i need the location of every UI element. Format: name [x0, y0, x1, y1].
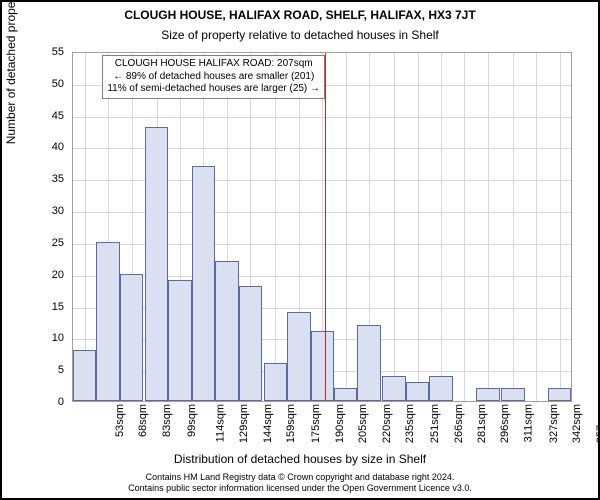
y-tick-label: 40 — [34, 141, 64, 153]
histogram-bar — [501, 388, 524, 401]
x-tick-label: 296sqm — [500, 404, 512, 443]
histogram-bar — [357, 325, 380, 401]
histogram-bar — [192, 166, 215, 401]
histogram-bar — [145, 127, 168, 401]
x-axis-label: Distribution of detached houses by size … — [2, 452, 598, 466]
x-tick-label: 251sqm — [429, 404, 441, 443]
histogram-bar — [382, 376, 405, 401]
y-tick-label: 0 — [34, 396, 64, 408]
gridline-v — [275, 53, 276, 401]
y-tick-label: 5 — [34, 364, 64, 376]
gridline-v — [418, 53, 419, 401]
y-tick-label: 15 — [34, 301, 64, 313]
annotation-line: 11% of semi-detached houses are larger (… — [107, 83, 320, 96]
gridline-v — [560, 53, 561, 401]
reference-line — [325, 53, 326, 401]
gridline-v — [464, 53, 465, 401]
x-tick-label: 235sqm — [404, 404, 416, 443]
x-tick-label: 53sqm — [114, 404, 126, 437]
gridline-v — [441, 53, 442, 401]
gridline-v — [346, 53, 347, 401]
histogram-bar — [264, 363, 287, 401]
x-tick-label: 311sqm — [522, 404, 534, 442]
histogram-bar — [334, 388, 357, 401]
y-tick-label: 20 — [34, 269, 64, 281]
x-tick-label: 281sqm — [476, 404, 488, 443]
gridline-v — [394, 53, 395, 401]
x-tick-label: 99sqm — [186, 404, 198, 437]
footer-line-1: Contains HM Land Registry data © Crown c… — [2, 472, 598, 483]
histogram-bar — [239, 286, 262, 401]
footer-line-2: Contains public sector information licen… — [2, 483, 598, 494]
histogram-bar — [120, 274, 143, 401]
y-tick-label: 25 — [34, 237, 64, 249]
chart-container: CLOUGH HOUSE, HALIFAX ROAD, SHELF, HALIF… — [0, 0, 600, 500]
x-tick-label: 190sqm — [334, 404, 346, 443]
y-tick-label: 45 — [34, 110, 64, 122]
histogram-bar — [429, 376, 452, 401]
x-tick-label: 68sqm — [137, 404, 149, 437]
y-tick-label: 50 — [34, 78, 64, 90]
chart-title: CLOUGH HOUSE, HALIFAX ROAD, SHELF, HALIF… — [2, 8, 598, 22]
histogram-bar — [96, 242, 119, 401]
gridline-v — [513, 53, 514, 401]
y-tick-label: 35 — [34, 173, 64, 185]
histogram-bar — [73, 350, 96, 401]
chart-footer: Contains HM Land Registry data © Crown c… — [2, 472, 598, 494]
x-tick-label: 83sqm — [161, 404, 173, 437]
histogram-bar — [548, 388, 571, 401]
x-tick-label: 175sqm — [310, 404, 322, 443]
x-tick-label: 159sqm — [285, 404, 297, 443]
plot-area: CLOUGH HOUSE HALIFAX ROAD: 207sqm← 89% o… — [72, 52, 572, 402]
histogram-bar — [287, 312, 310, 401]
gridline-v — [85, 53, 86, 401]
gridline-v — [536, 53, 537, 401]
y-tick-label: 10 — [34, 332, 64, 344]
x-tick-label: 342sqm — [571, 404, 583, 443]
x-tick-label: 266sqm — [453, 404, 465, 443]
histogram-bar — [476, 388, 499, 401]
histogram-bar — [168, 280, 191, 401]
gridline-v — [488, 53, 489, 401]
x-tick-label: 327sqm — [548, 404, 560, 443]
annotation-line: ← 89% of detached houses are smaller (20… — [107, 71, 320, 84]
histogram-bar — [311, 331, 334, 401]
annotation-box: CLOUGH HOUSE HALIFAX ROAD: 207sqm← 89% o… — [102, 55, 325, 99]
x-tick-label: 357sqm — [595, 404, 600, 443]
chart-subtitle: Size of property relative to detached ho… — [2, 28, 598, 42]
annotation-line: CLOUGH HOUSE HALIFAX ROAD: 207sqm — [107, 58, 320, 71]
x-tick-label: 114sqm — [214, 404, 226, 442]
x-tick-label: 220sqm — [381, 404, 393, 443]
x-tick-label: 129sqm — [239, 404, 251, 443]
histogram-bar — [406, 382, 429, 401]
y-tick-label: 30 — [34, 205, 64, 217]
y-tick-label: 55 — [34, 46, 64, 58]
x-tick-label: 144sqm — [262, 404, 274, 443]
histogram-bar — [215, 261, 238, 401]
y-axis-label: Number of detached properties — [4, 0, 18, 144]
x-tick-label: 205sqm — [357, 404, 369, 443]
